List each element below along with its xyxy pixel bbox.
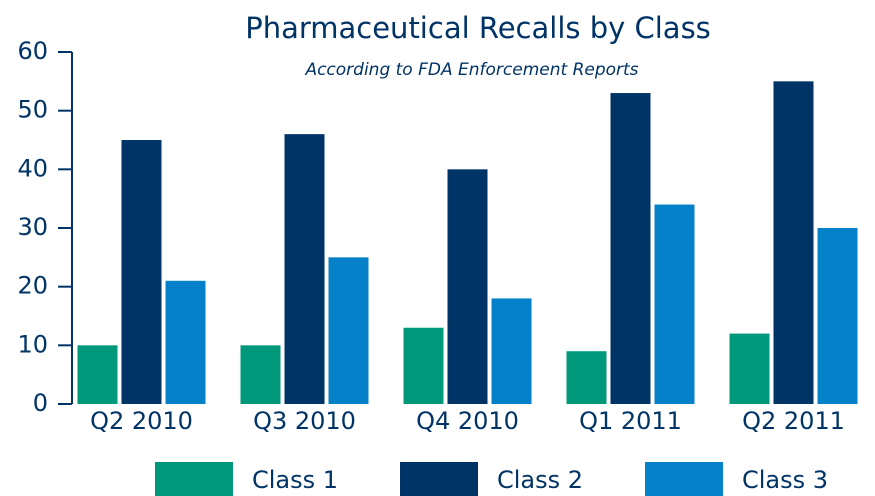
- bar: [284, 134, 325, 404]
- legend-label: Class 1: [252, 466, 338, 494]
- bar: [121, 140, 162, 404]
- y-tick-label: 0: [33, 389, 48, 417]
- bar: [77, 345, 118, 404]
- bar: [328, 257, 369, 404]
- bar: [817, 228, 858, 404]
- bar: [491, 298, 532, 404]
- y-tick-label: 10: [17, 330, 48, 358]
- bar: [165, 280, 206, 404]
- legend-label: Class 3: [742, 466, 828, 494]
- x-tick-label: Q2 2010: [90, 407, 193, 435]
- legend-swatch: [155, 462, 233, 496]
- legend-swatch: [400, 462, 478, 496]
- legend-swatch: [645, 462, 723, 496]
- bar: [654, 204, 695, 404]
- y-tick-label: 30: [17, 213, 48, 241]
- bar: [566, 351, 607, 404]
- y-tick-label: 20: [17, 272, 48, 300]
- x-tick-label: Q4 2010: [416, 407, 519, 435]
- bar: [729, 333, 770, 404]
- bar: [447, 169, 488, 404]
- chart-subtitle: According to FDA Enforcement Reports: [304, 60, 638, 80]
- y-tick-label: 50: [17, 96, 48, 124]
- y-tick-label: 60: [17, 37, 48, 65]
- x-tick-label: Q1 2011: [579, 407, 682, 435]
- y-tick-label: 40: [17, 154, 48, 182]
- bar: [773, 81, 814, 404]
- x-tick-label: Q3 2010: [253, 407, 356, 435]
- bar: [403, 327, 444, 404]
- legend-label: Class 2: [497, 466, 583, 494]
- bar: [240, 345, 281, 404]
- x-tick-label: Q2 2011: [742, 407, 845, 435]
- bar: [610, 93, 651, 405]
- chart-title: Pharmaceutical Recalls by Class: [245, 11, 711, 45]
